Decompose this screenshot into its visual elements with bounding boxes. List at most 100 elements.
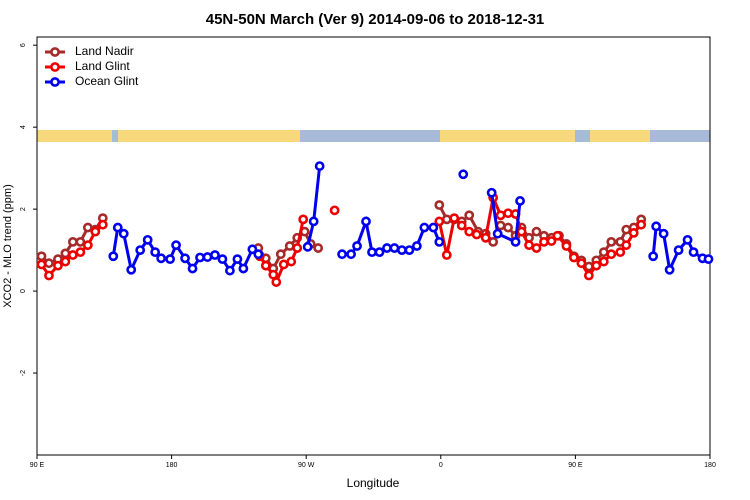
data-point (389, 243, 400, 253)
data-point (278, 259, 289, 270)
data-point (598, 256, 609, 267)
data-point (382, 243, 392, 253)
data-point (561, 241, 572, 251)
data-point (36, 251, 47, 262)
data-point (591, 260, 602, 271)
data-point (238, 263, 249, 274)
data-point (503, 222, 513, 233)
data-point (419, 222, 430, 233)
data-point (314, 161, 325, 171)
data-point (471, 229, 482, 240)
data-point (621, 240, 632, 251)
data-point (202, 252, 213, 262)
data-point (480, 232, 491, 243)
data-point (298, 214, 309, 225)
data-point (60, 248, 71, 259)
data-point (150, 247, 161, 258)
legend-marker (50, 62, 60, 72)
data-point (82, 240, 93, 251)
legend-label: Ocean Glint (75, 74, 139, 88)
legend-label: Land Nadir (75, 44, 134, 58)
data-point (434, 216, 445, 227)
x-tick-label: 180 (704, 462, 716, 469)
data-point (458, 169, 469, 180)
data-point (515, 196, 525, 206)
data-point (60, 256, 71, 267)
y-tick-label: 2 (20, 207, 27, 211)
data-point (434, 200, 445, 210)
data-point (352, 241, 362, 251)
data-point (53, 260, 63, 271)
data-point (275, 249, 286, 260)
data-point (75, 237, 86, 247)
data-point (486, 187, 497, 198)
x-tick-label: 90 E (30, 462, 45, 469)
y-tick-label: 4 (20, 125, 27, 129)
data-point (180, 253, 190, 264)
y-tick-label: 0 (20, 289, 27, 293)
data-point (367, 247, 377, 258)
data-point (503, 208, 513, 219)
data-point (44, 270, 54, 281)
data-point (583, 270, 594, 281)
data-point (576, 258, 587, 269)
data-point (337, 249, 347, 260)
data-point (112, 222, 123, 233)
data-point (569, 252, 579, 263)
data-point (44, 258, 54, 269)
data-point (247, 244, 258, 255)
data-point (165, 254, 176, 265)
data-point (284, 241, 295, 251)
data-point (260, 260, 271, 271)
data-point (210, 250, 220, 260)
data-point (703, 254, 714, 265)
data-point (142, 234, 153, 245)
data-point (397, 245, 407, 255)
data-point (302, 241, 313, 252)
data-point (615, 247, 626, 258)
data-point (361, 216, 371, 227)
data-point (97, 219, 108, 230)
data-point (606, 237, 617, 247)
data-point (441, 214, 452, 225)
data-point (648, 251, 659, 262)
data-point (346, 249, 356, 260)
x-tick-label: 90 E (568, 462, 583, 469)
data-point (434, 237, 445, 247)
data-point (217, 254, 228, 265)
data-point (673, 245, 684, 255)
data-point (108, 251, 119, 262)
data-point (118, 228, 129, 239)
data-point (464, 210, 475, 221)
data-point (449, 213, 460, 224)
data-point (552, 230, 563, 241)
data-point (664, 264, 675, 275)
data-point (456, 220, 467, 231)
data-point (329, 205, 340, 216)
data-point (428, 222, 439, 233)
y-tick-label: -2 (20, 370, 27, 376)
data-point (75, 247, 86, 258)
data-point (658, 228, 669, 239)
data-point (628, 227, 639, 238)
legend-marker (50, 77, 60, 87)
data-point (156, 253, 167, 264)
y-axis-label: XCO2 - MLO trend (ppm) (2, 184, 14, 307)
data-point (531, 226, 542, 237)
plot-frame (36, 36, 711, 456)
data-point (308, 216, 319, 227)
data-point (492, 228, 503, 239)
data-point (67, 237, 78, 247)
data-point (225, 265, 235, 276)
data-point (682, 234, 693, 245)
data-point (404, 245, 415, 255)
data-point (90, 226, 101, 237)
data-point (510, 237, 521, 247)
data-point (516, 226, 527, 237)
data-point (171, 240, 181, 251)
data-point (495, 210, 506, 221)
data-point (271, 277, 282, 287)
data-point (411, 241, 422, 251)
data-point (464, 226, 475, 237)
chart-title: 45N-50N March (Ver 9) 2014-09-06 to 2018… (206, 11, 545, 28)
